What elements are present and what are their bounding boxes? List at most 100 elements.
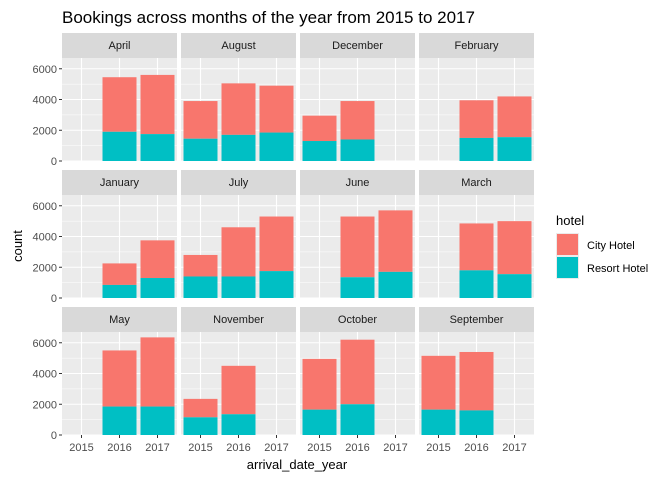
bar-city-november-2016 [221,365,256,415]
bar-resort-december-2016 [340,139,375,161]
y-tick-label: 4000 [33,95,57,107]
bar-city-july-2017 [259,216,294,272]
strip-label-december: December [332,40,383,52]
bar-city-february-2016 [459,100,494,138]
strip-january [62,170,177,195]
strip-label-april: April [108,40,130,52]
bar-resort-july-2015 [183,276,218,298]
bar-resort-february-2016 [459,137,494,161]
x-tick-label: 2016 [464,442,488,454]
bar-resort-january-2017 [140,278,175,298]
x-tick-label: 2016 [107,442,131,454]
y-tick-label: 0 [51,430,57,442]
bar-city-january-2017 [140,240,175,279]
bar-city-july-2016 [221,227,256,277]
bar-city-july-2015 [183,254,218,277]
strip-label-july: July [229,177,249,189]
bar-city-february-2017 [497,96,532,138]
bar-resort-may-2017 [140,406,175,435]
x-tick-label: 2015 [188,442,212,454]
bar-resort-march-2016 [459,270,494,298]
bar-city-october-2016 [340,339,375,405]
strip-label-august: August [221,40,255,52]
facet-panels: April 0 2000 4000 6000 August December February… [33,33,534,454]
panel-july: July [181,170,296,299]
bar-city-december-2016 [340,101,375,140]
bar-resort-july-2017 [259,271,294,298]
bar-city-september-2015 [421,355,456,410]
y-tick-label: 6000 [33,338,57,350]
strip-label-september: September [450,314,504,326]
panel-november: November 2015 2016 2017 [181,307,296,454]
strip-may [62,307,177,332]
x-tick-label: 2017 [502,442,526,454]
bar-city-december-2015 [302,115,337,142]
strip-label-march: March [461,177,492,189]
strip-march [419,170,534,195]
y-tick-label: 4000 [33,369,57,381]
bar-city-april-2016 [102,77,137,132]
chart-title: Bookings across months of the year from … [62,8,475,27]
bar-resort-october-2016 [340,404,375,435]
bar-city-november-2015 [183,398,218,418]
panel-june: June [300,170,415,299]
bar-city-june-2016 [340,216,375,278]
bar-city-april-2017 [140,74,175,135]
bar-resort-august-2016 [221,134,256,161]
x-tick-label: 2016 [345,442,369,454]
panel-december: December [300,33,415,162]
bar-resort-january-2016 [102,284,137,298]
x-tick-label: 2017 [264,442,288,454]
panel-january: January 0 2000 4000 6000 [33,170,177,305]
y-tick-label: 4000 [33,232,57,244]
strip-december [300,33,415,58]
panel-april: April 0 2000 4000 6000 [33,33,177,168]
bar-city-june-2017 [378,210,413,272]
y-tick-label: 6000 [33,64,57,76]
bar-city-january-2016 [102,263,137,285]
panel-august: August [181,33,296,162]
y-axis-title: count [10,230,25,262]
bar-resort-may-2016 [102,406,137,435]
panel-march: March [419,170,534,299]
bar-resort-november-2015 [183,417,218,435]
legend: hotel City Hotel Resort Hotel [556,213,648,279]
bar-city-august-2017 [259,85,294,133]
bar-resort-february-2017 [497,137,532,161]
bar-resort-june-2017 [378,271,413,298]
strip-label-october: October [338,314,377,326]
bar-resort-december-2015 [302,141,337,161]
bar-resort-april-2017 [140,134,175,161]
legend-key-resort-hotel [557,257,578,278]
strip-october [300,307,415,332]
y-tick-label: 2000 [33,262,57,274]
x-tick-label: 2016 [226,442,250,454]
panel-october: October 2015 2016 2017 [300,307,415,454]
bar-resort-march-2017 [497,274,532,298]
strip-label-january: January [100,177,140,189]
bar-city-september-2016 [459,351,494,411]
strip-august [181,33,296,58]
strip-label-may: May [109,314,130,326]
y-tick-label: 6000 [33,201,57,213]
y-tick-label: 0 [51,156,57,168]
x-tick-label: 2015 [69,442,93,454]
bar-city-august-2015 [183,101,218,139]
x-tick-label: 2017 [383,442,407,454]
panel-february: February [419,33,534,162]
panel-september: September 2015 2016 2017 [419,307,534,454]
bar-resort-november-2016 [221,414,256,435]
x-tick-label: 2017 [145,442,169,454]
bar-resort-july-2016 [221,276,256,298]
y-tick-label: 2000 [33,399,57,411]
strip-february [419,33,534,58]
bar-city-may-2016 [102,350,137,407]
strip-label-june: June [346,177,370,189]
bar-city-august-2016 [221,83,256,135]
strip-june [300,170,415,195]
bar-city-october-2015 [302,358,337,410]
x-axis-title: arrival_date_year [247,457,348,472]
bar-resort-june-2016 [340,277,375,298]
strip-april [62,33,177,58]
